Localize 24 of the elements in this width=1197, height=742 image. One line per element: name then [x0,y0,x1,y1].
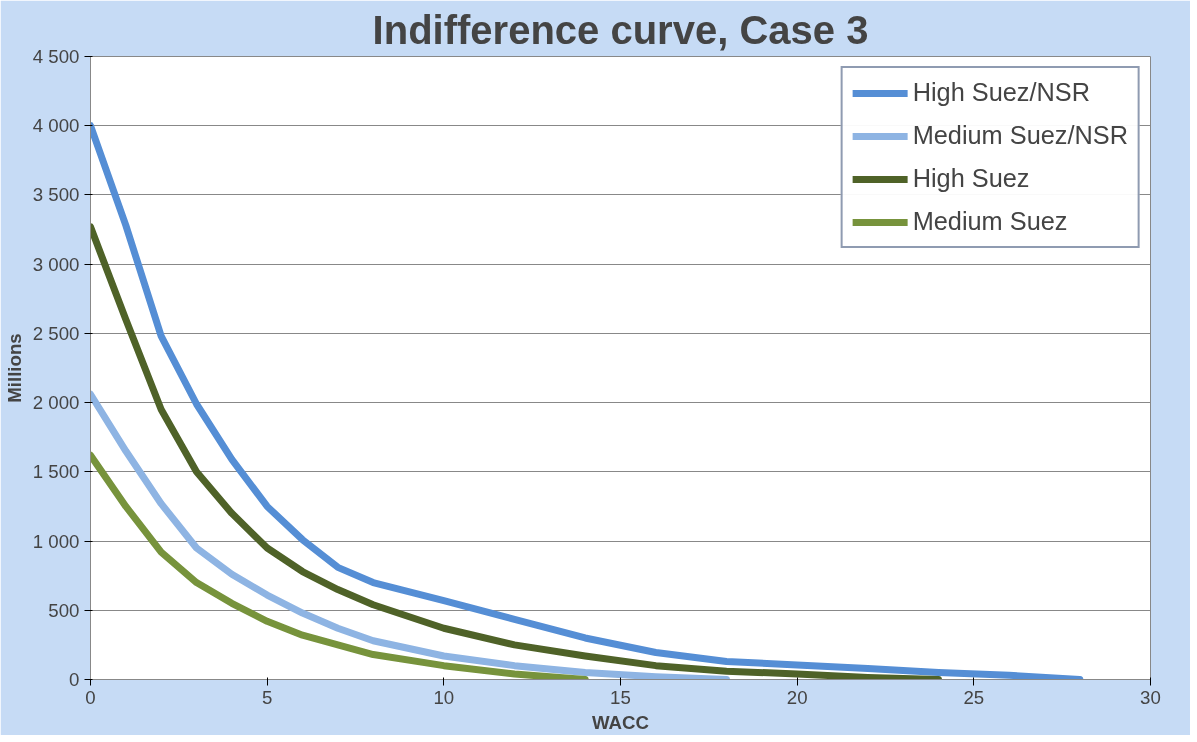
y-tick-label: 2 500 [32,322,80,344]
x-tick-label: 10 [433,686,455,708]
y-tick-label: 4 500 [32,46,80,67]
y-tick-label: 3 000 [32,253,80,275]
x-tick-label: 20 [786,686,808,708]
x-tick-label: 5 [261,686,273,708]
legend-label: Medium Suez [912,207,1068,236]
legend-label: Medium Suez/NSR [912,121,1128,150]
y-tick-label: 1 500 [32,461,80,483]
y-tick-label: 3 500 [32,184,80,206]
x-axis-title: WACC [592,711,649,733]
y-tick-label: 0 [69,669,80,690]
x-tick-label: 30 [1140,686,1161,708]
x-tick-label: 0 [85,686,96,708]
chart-title: Indifference curve, Case 3 [372,7,869,52]
y-tick-label: 2 000 [32,392,80,414]
legend-label: High Suez/NSR [912,78,1090,107]
y-axis-title: Millions [3,333,25,403]
x-tick-label: 25 [963,686,985,708]
y-tick-label: 4 000 [32,115,80,137]
y-tick-label: 500 [48,599,80,621]
y-tick-label: 1 000 [32,530,80,552]
x-tick-label: 15 [610,686,631,708]
legend-label: High Suez [912,164,1030,193]
